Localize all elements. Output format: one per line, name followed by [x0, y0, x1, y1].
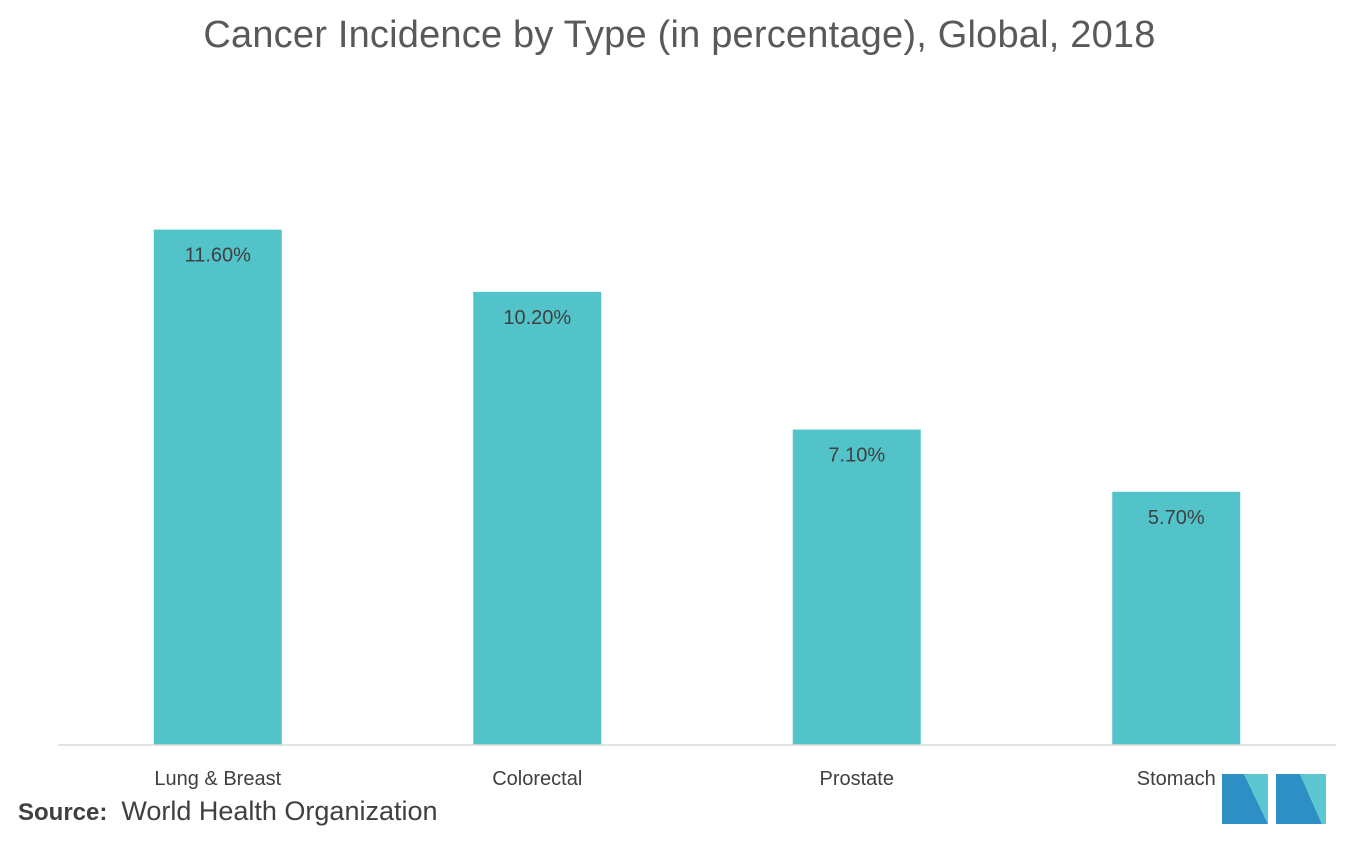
- bar-0: [153, 229, 282, 746]
- labels-group: 11.60% Lung & Breast 10.20% Colorectal 7.10%…: [154, 245, 1215, 790]
- bar-2: [792, 429, 921, 745]
- data-label-2: 7.10%: [828, 445, 885, 467]
- category-label-1: Colorectal: [492, 768, 582, 790]
- source-text: World Health Organization: [121, 796, 438, 826]
- category-label-0: Lung & Breast: [154, 768, 281, 790]
- data-label-3: 5.70%: [1148, 507, 1205, 529]
- bars-group: [153, 229, 1241, 746]
- category-label-2: Prostate: [820, 768, 894, 790]
- source-label: Source:: [18, 799, 108, 826]
- category-label-3: Stomach: [1137, 768, 1216, 790]
- chart-title: Cancer Incidence by Type (in percentage)…: [203, 14, 1156, 56]
- data-label-0: 11.60%: [185, 245, 252, 267]
- bar-3: [1112, 491, 1241, 745]
- source-note: Source: World Health Organization: [18, 796, 438, 827]
- bar-1: [473, 291, 602, 745]
- mordor-intelligence-logo-icon: [1222, 774, 1326, 824]
- data-label-1: 10.20%: [503, 307, 571, 329]
